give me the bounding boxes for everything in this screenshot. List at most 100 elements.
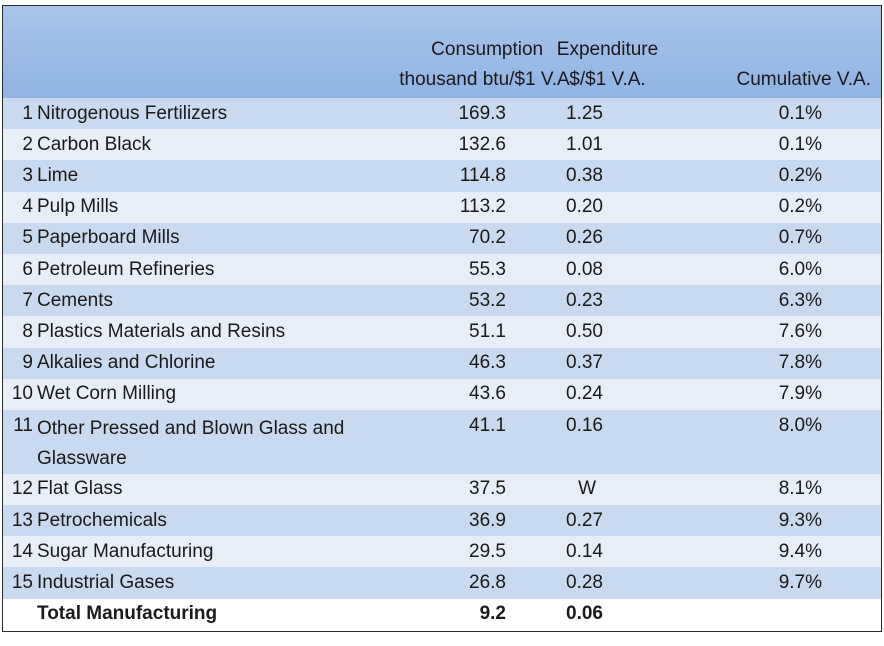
row-consumption: 37.5 [469, 478, 506, 500]
header-consumption-line2: thousand btu/$1 V.A. [399, 69, 575, 90]
table-row: 12 Flat Glass 37.5 W 8.1% [3, 473, 881, 506]
row-cumulative: 6.0% [778, 258, 822, 280]
row-cumulative: 0.1% [778, 133, 822, 155]
header-name-cell [35, 6, 366, 98]
row-cumulative: 9.3% [778, 509, 822, 531]
row-industry-name: Wet Corn Milling [37, 383, 177, 405]
row-rank: 8 [22, 320, 33, 342]
row-expenditure: 0.26 [566, 227, 603, 249]
row-cumulative: 7.9% [778, 383, 822, 405]
row-industry-name: Pulp Mills [37, 196, 119, 218]
row-cumulative: 6.3% [778, 289, 822, 311]
total-label: Total Manufacturing [37, 603, 218, 625]
row-industry-name: Alkalies and Chlorine [37, 352, 216, 374]
header-expenditure-line1: Expenditure [556, 39, 659, 60]
row-consumption: 114.8 [459, 164, 506, 186]
table-header: Consumption thousand btu/$1 V.A. Expendi… [3, 6, 881, 98]
row-consumption: 70.2 [469, 227, 506, 249]
table-row: 9 Alkalies and Chlorine 46.3 0.37 7.8% [3, 347, 881, 379]
row-consumption: 132.6 [458, 133, 506, 155]
total-cumulative [676, 599, 881, 630]
energy-intensity-table-frame: Consumption thousand btu/$1 V.A. Expendi… [2, 5, 882, 632]
row-consumption: 43.6 [469, 383, 506, 405]
row-rank: 5 [22, 227, 33, 249]
row-rank: 12 [11, 478, 33, 500]
row-consumption: 41.1 [469, 414, 506, 436]
row-cumulative: 0.2% [778, 196, 822, 218]
row-industry-name: Other Pressed and Blown Glass and Glassw… [37, 417, 345, 469]
row-industry-name: Flat Glass [37, 478, 123, 500]
row-cumulative: 8.1% [778, 478, 822, 500]
row-expenditure: W [578, 478, 596, 500]
row-consumption: 29.5 [469, 540, 506, 562]
row-consumption: 51.1 [469, 320, 506, 342]
row-rank: 1 [22, 102, 33, 124]
row-cumulative: 9.4% [778, 540, 822, 562]
header-expenditure-line2: $/$1 V.A. [569, 69, 646, 90]
row-cumulative: 7.6% [778, 320, 822, 342]
row-cumulative: 0.7% [778, 227, 822, 249]
row-expenditure: 0.23 [566, 289, 603, 311]
row-industry-name: Cements [37, 289, 114, 311]
row-rank: 2 [22, 133, 33, 155]
row-rank: 4 [22, 196, 33, 218]
total-row: Total Manufacturing 9.2 0.06 [3, 598, 881, 630]
header-consumption: Consumption thousand btu/$1 V.A. [366, 6, 575, 98]
row-industry-name: Nitrogenous Fertilizers [37, 102, 228, 124]
row-expenditure: 0.24 [566, 383, 603, 405]
table-row: 5 Paperboard Mills 70.2 0.26 0.7% [3, 222, 881, 254]
total-consumption: 9.2 [479, 603, 506, 625]
row-rank: 6 [22, 258, 33, 280]
row-expenditure: 0.20 [566, 196, 603, 218]
row-expenditure: 0.14 [566, 540, 603, 562]
row-expenditure: 0.38 [566, 164, 603, 186]
row-industry-name: Lime [37, 164, 79, 186]
table-row: 11 Other Pressed and Blown Glass and Glas… [3, 409, 881, 474]
row-industry-name: Petrochemicals [37, 509, 167, 531]
table-row: 14 Sugar Manufacturing 29.5 0.14 9.4% [3, 536, 881, 568]
header-expenditure: Expenditure $/$1 V.A. [509, 6, 676, 98]
energy-intensity-table: Consumption thousand btu/$1 V.A. Expendi… [3, 6, 881, 630]
table-row: 7 Cements 53.2 0.23 6.3% [3, 285, 881, 317]
row-industry-name: Sugar Manufacturing [37, 540, 214, 562]
table-row: 10 Wet Corn Milling 43.6 0.24 7.9% [3, 378, 881, 410]
row-rank: 9 [22, 352, 33, 374]
row-industry-name: Petroleum Refineries [37, 258, 215, 280]
total-expenditure: 0.06 [566, 603, 603, 625]
row-consumption: 26.8 [469, 572, 506, 594]
table-body: 1 Nitrogenous Fertilizers 169.3 1.25 0.1% 2 Ca… [3, 98, 881, 630]
row-rank: 13 [11, 509, 33, 531]
row-rank: 7 [22, 289, 33, 311]
table-row: 1 Nitrogenous Fertilizers 169.3 1.25 0.1% [3, 98, 881, 130]
row-expenditure: 1.25 [566, 102, 603, 124]
row-industry-name: Carbon Black [37, 133, 152, 155]
row-consumption: 53.2 [469, 289, 506, 311]
header-cumulative: Cumulative V.A. [736, 69, 871, 90]
header-rank-cell [3, 6, 35, 98]
row-cumulative: 8.0% [778, 414, 822, 436]
table-row: 15 Industrial Gases 26.8 0.28 9.7% [3, 567, 881, 599]
row-expenditure: 0.16 [566, 414, 603, 436]
header-row: Consumption thousand btu/$1 V.A. Expendi… [3, 6, 881, 98]
row-expenditure: 0.28 [566, 572, 603, 594]
row-expenditure: 0.37 [566, 352, 603, 374]
row-consumption: 36.9 [469, 509, 506, 531]
row-cumulative: 0.2% [778, 164, 822, 186]
row-cumulative: 9.7% [778, 572, 822, 594]
row-rank: 3 [22, 164, 33, 186]
row-consumption: 169.3 [458, 102, 506, 124]
row-rank: 14 [11, 540, 33, 562]
row-industry-name: Plastics Materials and Resins [37, 320, 286, 342]
row-rank: 10 [11, 383, 33, 405]
table-row: 6 Petroleum Refineries 55.3 0.08 6.0% [3, 253, 881, 286]
row-cumulative: 7.8% [778, 352, 822, 374]
table-row: 8 Plastics Materials and Resins 51.1 0.50 7.… [3, 316, 881, 348]
row-expenditure: 0.50 [566, 320, 603, 342]
total-rank [3, 599, 35, 630]
row-consumption: 55.3 [469, 258, 506, 280]
row-expenditure: 0.08 [566, 258, 603, 280]
table-row: 4 Pulp Mills 113.2 0.20 0.2% [3, 191, 881, 223]
table-row: 3 Lime 114.8 0.38 0.2% [3, 160, 881, 192]
row-consumption: 113.2 [459, 196, 506, 218]
row-cumulative: 0.1% [778, 102, 822, 124]
